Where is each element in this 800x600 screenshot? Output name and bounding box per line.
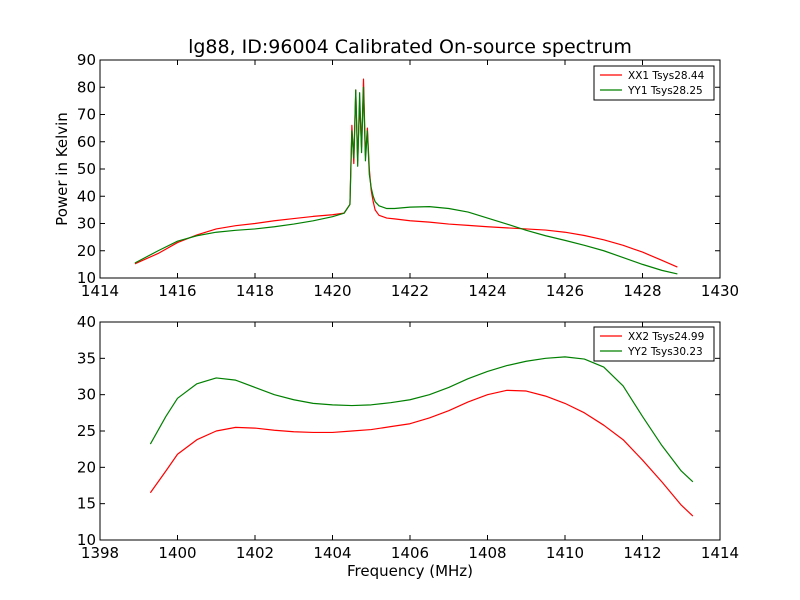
chart-panel-2: 1398 1400 1402 1404 1406 1408 1410 1412 1414 10 15… (77, 313, 739, 580)
y-tick-label: 20 (77, 458, 96, 476)
x-tick-label: 1400 (158, 544, 196, 562)
series-line-2-2 (149, 356, 694, 483)
y-tick-label: 30 (77, 386, 96, 404)
legend-label: XX1 Tsys28.44 (628, 70, 705, 82)
x-tick-label: 1406 (391, 544, 429, 562)
y-tick-label: 90 (77, 51, 96, 69)
x-tick-label: 1418 (236, 282, 274, 300)
y-tick-label: 60 (77, 133, 96, 151)
y-tick-label: 20 (77, 242, 96, 260)
x-tick-label: 1410 (546, 544, 584, 562)
x-tick-label: 1428 (623, 282, 661, 300)
legend-label: YY1 Tsys28.25 (627, 85, 703, 97)
x-tick-label: 1424 (468, 282, 506, 300)
series-line-2-1 (149, 389, 694, 517)
x-tick-label: 1420 (313, 282, 351, 300)
x-tick-label: 1408 (468, 544, 506, 562)
y-tick-label: 40 (77, 187, 96, 205)
y-tick-label: 80 (77, 78, 96, 96)
y-axis-label: Power in Kelvin (53, 112, 71, 226)
series-line-1-2 (134, 86, 678, 275)
x-tick-label: 1426 (546, 282, 584, 300)
x-tick-label: 1416 (158, 282, 196, 300)
y-tick-label: 40 (77, 313, 96, 331)
chart-title: lg88, ID:96004 Calibrated On-source spec… (188, 36, 632, 58)
legend: XX1 Tsys28.44 YY1 Tsys28.25 (593, 65, 715, 101)
legend-label: YY2 Tsys30.23 (627, 346, 703, 358)
x-tick-label: 1422 (391, 282, 429, 300)
chart-panel-1: 1414 1416 1418 1420 1422 1424 1426 1428 1430 10 20… (53, 36, 739, 300)
y-tick-label: 70 (77, 106, 96, 124)
legend-label: XX2 Tsys24.99 (628, 331, 704, 343)
x-tick-label: 1404 (313, 544, 351, 562)
x-tick-label: 1430 (701, 282, 739, 300)
panels: 1414 1416 1418 1420 1422 1424 1426 1428 1430 10 20… (53, 36, 739, 580)
x-axis-label: Frequency (MHz) (347, 562, 473, 580)
x-tick-label: 1402 (236, 544, 274, 562)
y-tick-label: 25 (77, 422, 96, 440)
x-tick-label: 1414 (81, 282, 119, 300)
legend: XX2 Tsys24.99 YY2 Tsys30.23 (593, 326, 715, 362)
x-tick-label: 1414 (701, 544, 739, 562)
y-tick-label: 10 (77, 531, 96, 549)
y-tick-label: 50 (77, 160, 96, 178)
legend-box (593, 326, 715, 362)
legend-box (593, 65, 715, 101)
y-tick-label: 10 (77, 269, 96, 287)
y-tick-label: 15 (77, 495, 96, 513)
x-tick-label: 1398 (81, 544, 119, 562)
y-tick-label: 30 (77, 215, 96, 233)
y-tick-label: 35 (77, 349, 96, 367)
x-tick-label: 1412 (623, 544, 661, 562)
